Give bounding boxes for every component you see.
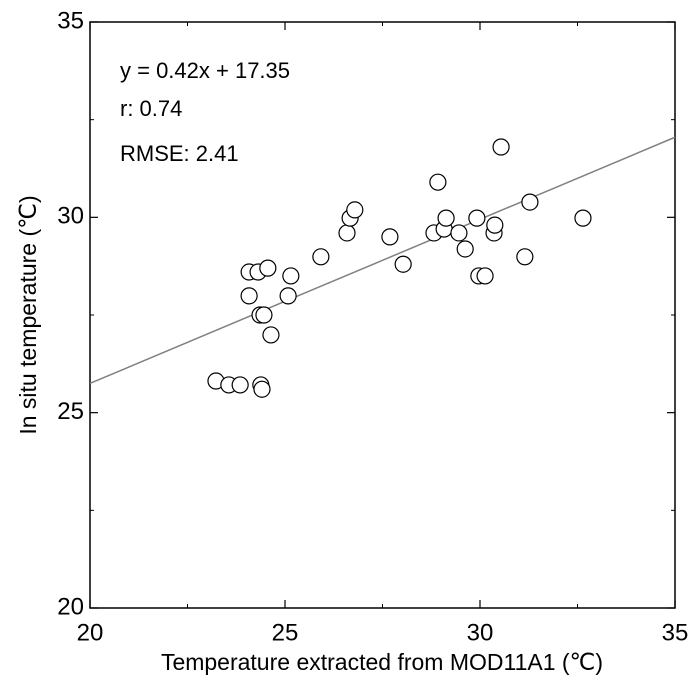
x-tick-label: 30 [467, 619, 494, 646]
point [255, 306, 273, 324]
y-axis-title: In situ temperature (℃) [15, 195, 41, 434]
y-tick-label: 20 [57, 593, 84, 620]
x-tick-label: 35 [662, 619, 689, 646]
fit-line [89, 136, 676, 385]
point [521, 193, 539, 211]
point [394, 255, 412, 273]
point [338, 224, 356, 242]
point [240, 287, 258, 305]
y-tick-label: 35 [57, 7, 84, 34]
annotation: r: 0.74 [120, 96, 182, 121]
point [346, 201, 364, 219]
point [574, 209, 592, 227]
point [279, 287, 297, 305]
point [231, 376, 249, 394]
point [262, 326, 280, 344]
point [253, 380, 271, 398]
point [259, 259, 277, 277]
x-tick-label: 20 [77, 619, 104, 646]
point [486, 216, 504, 234]
point [312, 248, 330, 266]
y-tick-label: 30 [57, 203, 84, 230]
point [450, 224, 468, 242]
x-tick-label: 25 [272, 619, 299, 646]
point [492, 138, 510, 156]
point [468, 209, 486, 227]
point [381, 228, 399, 246]
point [476, 267, 494, 285]
point [429, 173, 447, 191]
point [516, 248, 534, 266]
x-axis-title: Temperature extracted from MOD11A1 (℃) [161, 649, 603, 675]
annotation: y = 0.42x + 17.35 [120, 58, 290, 83]
point [456, 240, 474, 258]
y-tick-label: 25 [57, 398, 84, 425]
point [437, 209, 455, 227]
point [282, 267, 300, 285]
annotation: RMSE: 2.41 [120, 141, 239, 166]
